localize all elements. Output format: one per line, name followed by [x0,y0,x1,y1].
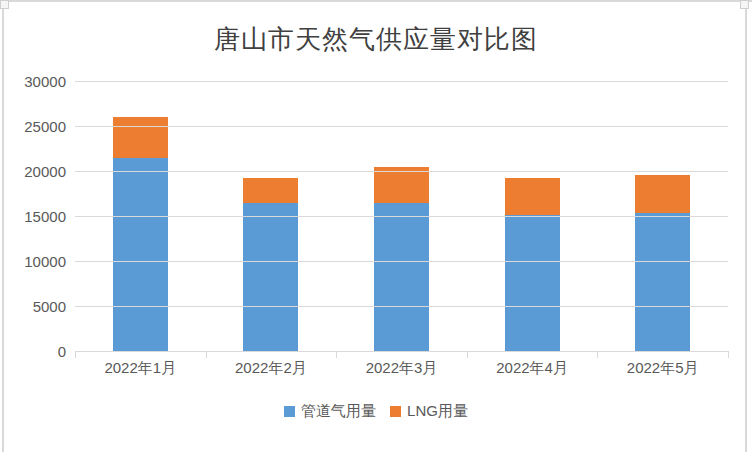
gridline-10000 [75,261,728,262]
x-axis-tick-4 [597,351,598,358]
stacked-bar-2022年5月[interactable] [635,175,690,351]
bar-segment-LNG用量-2022年2月[interactable] [243,178,298,203]
x-category-label-2022年2月: 2022年2月 [206,359,337,378]
legend-label: 管道气用量 [301,402,376,421]
legend-label: LNG用量 [407,402,468,421]
x-axis-tick-2 [336,351,337,358]
x-axis-tick-5 [728,351,729,358]
legend-item-管道气用量[interactable]: 管道气用量 [284,402,376,421]
bar-segment-LNG用量-2022年3月[interactable] [374,167,429,203]
x-axis-labels: 2022年1月2022年2月2022年3月2022年4月2022年5月 [75,359,728,378]
chart-frame-border-right [745,0,747,452]
bar-segment-管道气用量-2022年3月[interactable] [374,203,429,352]
x-axis-tick-3 [467,351,468,358]
bar-segment-LNG用量-2022年4月[interactable] [505,178,560,215]
chart-title: 唐山市天然气供应量对比图 [0,24,752,56]
y-tick-label-5000: 5000 [0,299,66,314]
legend-item-LNG用量[interactable]: LNG用量 [390,402,468,421]
chart-legend: 管道气用量 LNG用量 [0,402,752,421]
stacked-bar-2022年4月[interactable] [505,178,560,351]
chart-container: 唐山市天然气供应量对比图 0 5000 10000 15000 20000 25000 30… [0,0,752,452]
x-axis-tick-0 [75,351,76,358]
legend-swatch-icon [390,406,401,417]
bar-segment-管道气用量-2022年5月[interactable] [635,213,690,351]
x-category-label-2022年5月: 2022年5月 [597,359,728,378]
y-tick-label-15000: 15000 [0,209,66,224]
gridline-20000 [75,171,728,172]
y-axis: 0 5000 10000 15000 20000 25000 30000 [0,0,66,452]
x-category-label-2022年3月: 2022年3月 [336,359,467,378]
stacked-bar-2022年1月[interactable] [113,117,168,351]
bar-segment-管道气用量-2022年1月[interactable] [113,158,168,352]
gridline-15000 [75,216,728,217]
gridline-5000 [75,306,728,307]
bar-segment-管道气用量-2022年2月[interactable] [243,203,298,351]
y-tick-label-10000: 10000 [0,254,66,269]
bar-segment-LNG用量-2022年1月[interactable] [113,117,168,158]
y-tick-label-20000: 20000 [0,164,66,179]
y-tick-label-30000: 30000 [0,74,66,89]
gridline-25000 [75,126,728,127]
stacked-bar-2022年2月[interactable] [243,178,298,351]
bar-segment-LNG用量-2022年5月[interactable] [635,175,690,214]
resize-handle-top-right[interactable] [740,0,749,9]
chart-frame-border-top [0,0,752,2]
bar-segment-管道气用量-2022年4月[interactable] [505,215,560,351]
y-tick-label-25000: 25000 [0,119,66,134]
x-axis-line [75,351,728,352]
stacked-bar-2022年3月[interactable] [374,167,429,352]
x-category-label-2022年1月: 2022年1月 [75,359,206,378]
gridline-30000 [75,81,728,82]
x-axis-tick-1 [206,351,207,358]
x-category-label-2022年4月: 2022年4月 [467,359,598,378]
plot-area [75,81,728,351]
y-tick-label-0: 0 [0,344,66,359]
legend-swatch-icon [284,406,295,417]
